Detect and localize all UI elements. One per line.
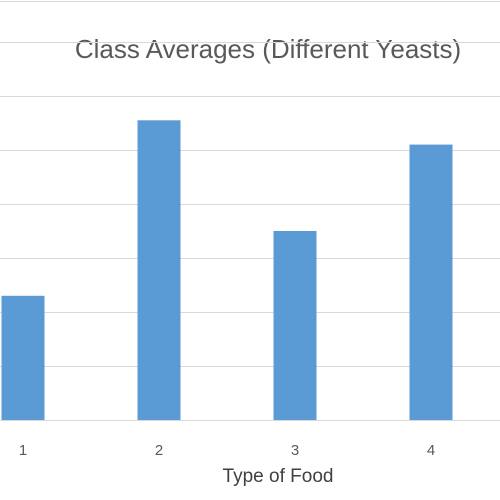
x-tick-labels: 1 2 3 4: [19, 442, 435, 459]
x-tick-label: 2: [155, 442, 163, 459]
bar-1: [1, 295, 45, 420]
x-tick-label: 4: [427, 442, 435, 459]
chart-title: Class Averages (Different Yeasts): [74, 34, 462, 64]
x-axis-title: Type of Food: [222, 466, 334, 487]
x-tick-label: 3: [291, 442, 299, 459]
bar-2: [137, 120, 181, 421]
x-tick-label: 1: [19, 442, 27, 459]
bar-3: [273, 231, 317, 420]
bars: [1, 120, 453, 421]
chart-border-top: [0, 1, 500, 2]
bar-4: [409, 144, 453, 420]
